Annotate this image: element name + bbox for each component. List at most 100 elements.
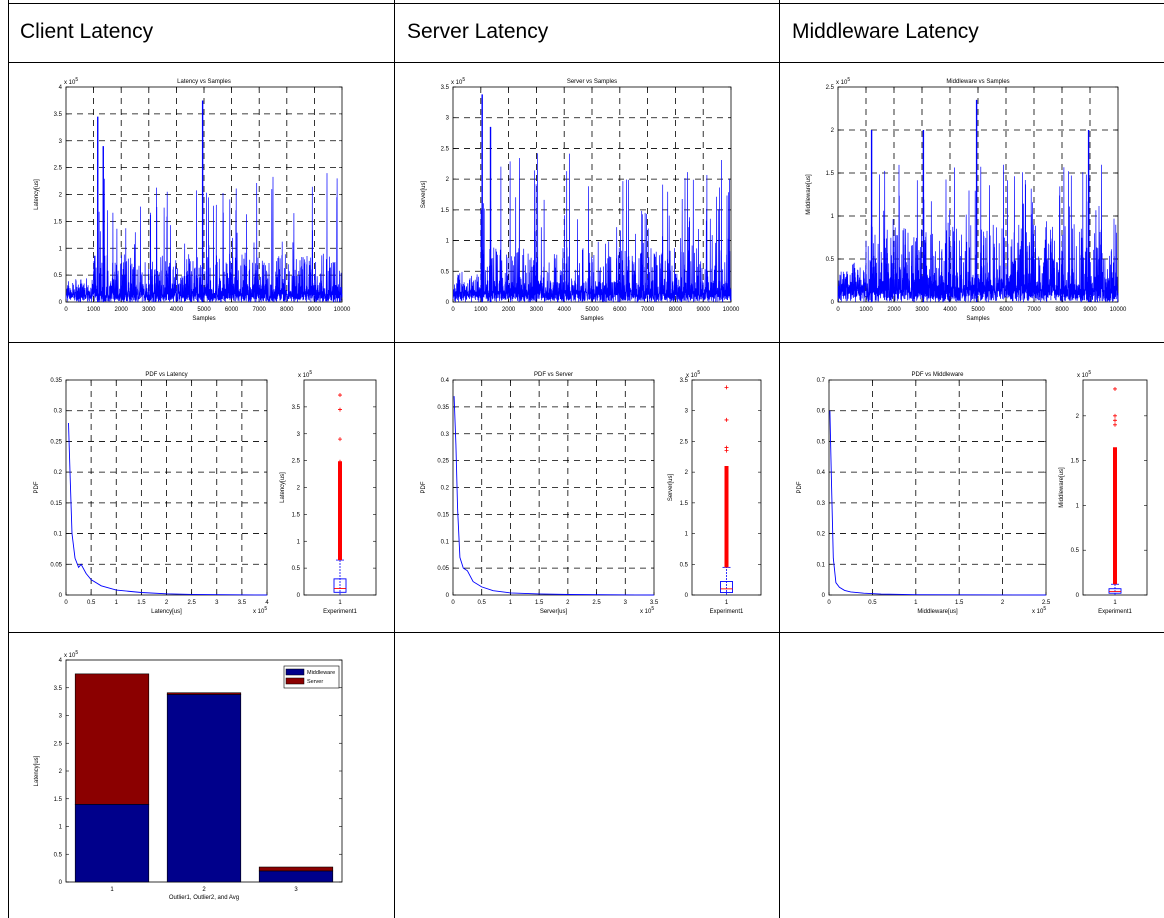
y-tick-label: 0 [59, 300, 63, 306]
x-tick-label: 10000 [723, 307, 740, 313]
y-tick-label: 0 [59, 880, 63, 886]
y-exponent-label: x 105 [64, 77, 78, 86]
chart-server-ts: 0 0.5 1 1.5 2 2.5 3 3.5 0 1000 2000 3000 4000 5000 600… [421, 77, 740, 322]
y-tick-label: 0 [297, 593, 301, 599]
y-tick-label: 0.7 [817, 378, 826, 384]
box-outlier [338, 437, 342, 442]
y-tick-label: 1 [446, 239, 450, 245]
y-tick-label: 1 [59, 825, 63, 831]
x-tick-label: 8000 [280, 307, 294, 313]
y-tick-label: 0.5 [826, 257, 835, 263]
y-tick-label: 3 [297, 432, 301, 438]
x-tick-label: 4000 [170, 307, 184, 313]
x-tick-label: 2000 [887, 307, 901, 313]
x-tick-label: 0.5 [87, 600, 96, 606]
x-tick-label: 6000 [613, 307, 627, 313]
y-axis-label: Latency[us] [34, 755, 40, 786]
y-tick-label: 2.5 [826, 85, 835, 91]
y-exponent-label: x 105 [451, 77, 465, 86]
table-border-row1 [8, 342, 1164, 343]
plot-area [65, 379, 268, 596]
chart-title: Latency vs Samples [177, 79, 231, 85]
y-tick-label: 0.15 [437, 512, 449, 518]
y-tick-label: 3.5 [441, 85, 450, 91]
y-tick-label: 4 [59, 85, 63, 91]
x-tick-label: 4 [265, 600, 269, 606]
x-tick-label: 5000 [971, 307, 985, 313]
y-tick-label: 1.5 [1071, 459, 1080, 465]
y-exponent-label: x 105 [64, 650, 78, 659]
y-axis-label: Server[us] [668, 473, 674, 501]
x-axis-label: Server[us] [540, 609, 568, 615]
y-tick-label: 1.5 [441, 208, 450, 214]
bar-server-3 [258, 866, 334, 872]
chart-middleware-ts: 0 0.5 1 1.5 2 2.5 0 1000 2000 3000 4000 5000 6000 700… [806, 77, 1127, 322]
x-tick-label: 6000 [999, 307, 1013, 313]
x-tick-label: 1 [110, 887, 114, 893]
x-tick-label: 0 [836, 307, 840, 313]
x-axis-label: Samples [580, 316, 603, 322]
x-tick-label: 2 [202, 887, 206, 893]
x-axis-label: Latency[us] [151, 609, 182, 615]
y-tick-label: 2 [59, 193, 63, 199]
x-tick-label: 2 [566, 600, 570, 606]
y-tick-label: 1.5 [54, 219, 63, 225]
x-tick-label: 1000 [859, 307, 873, 313]
box-outlier [1113, 386, 1117, 391]
x-tick-label: 1 [914, 600, 918, 606]
y-tick-label: 0 [446, 300, 450, 306]
y-tick-label: 1.5 [680, 501, 689, 507]
y-tick-label: 0 [822, 593, 826, 599]
y-tick-label: 2 [1076, 414, 1080, 420]
box-outlier [338, 407, 342, 412]
chart-client-pdf: 0 0.05 0.1 0.15 0.2 0.25 0.3 0.35 0 0.5 1 1.5 2 2.5 3 3… [34, 372, 269, 615]
column-title-server: Server Latency [407, 20, 549, 43]
y-axis-label: Server[us] [421, 180, 427, 208]
y-tick-label: 0.35 [50, 378, 62, 384]
box-outlier [1113, 422, 1117, 427]
x-tick-label: 1 [509, 600, 513, 606]
pdf-line [453, 396, 655, 596]
y-tick-label: 0.3 [441, 432, 450, 438]
y-tick-label: 1 [685, 532, 689, 538]
y-exponent-label: x 105 [836, 77, 850, 86]
y-exponent-label: x 105 [298, 370, 312, 379]
x-tick-label: 9000 [697, 307, 711, 313]
box-outlier [1113, 413, 1117, 418]
x-tick-label: 8000 [669, 307, 683, 313]
x-tick-label: 8000 [1055, 307, 1069, 313]
y-tick-label: 3.5 [680, 378, 689, 384]
y-tick-label: 3.5 [292, 405, 301, 411]
y-tick-label: 2 [446, 177, 450, 183]
y-tick-label: 1 [59, 246, 63, 252]
y-tick-label: 0.2 [817, 532, 826, 538]
y-tick-label: 2.5 [441, 146, 450, 152]
x-axis-label: Samples [192, 316, 215, 322]
table-border-row2 [8, 632, 1164, 633]
chart-server-box: 0 0.5 1 1.5 2 2.5 3 3.5x 105 1 Experiment1 Server[… [668, 370, 762, 615]
x-category-label: Experiment1 [1098, 609, 1132, 615]
y-axis-label: Latency[us] [34, 179, 40, 210]
x-tick-label: 3.5 [238, 600, 247, 606]
chart-middleware-pdf: 0 0.1 0.2 0.3 0.4 0.5 0.6 0.7 0 0.5 1 1.5 2 2.5 PDF vs… [797, 372, 1051, 615]
x-axis-label: Samples [966, 316, 989, 322]
x-tick-label: 2.5 [1042, 600, 1051, 606]
chart-server-pdf: 0 0.05 0.1 0.15 0.2 0.25 0.3 0.35 0.4 0 0.5 1 1.5 2 2.… [421, 372, 659, 615]
pdf-line [829, 410, 1047, 596]
x-category-label: Experiment1 [710, 609, 744, 615]
box-outlier [338, 555, 342, 560]
y-tick-label: 0.3 [54, 409, 63, 415]
x-tick-label: 1 [338, 600, 342, 606]
x-tick-label: 9000 [1083, 307, 1097, 313]
x-tick-label: 10000 [1110, 307, 1127, 313]
x-tick-label: 0 [64, 307, 68, 313]
x-tick-label: 4000 [943, 307, 957, 313]
x-tick-label: 2000 [115, 307, 129, 313]
y-tick-label: 1.5 [826, 171, 835, 177]
y-tick-label: 0.5 [54, 273, 63, 279]
box-outlier [724, 448, 729, 453]
y-tick-label: 3.5 [54, 686, 63, 692]
y-tick-label: 0.2 [54, 470, 63, 476]
column-title-client: Client Latency [20, 20, 154, 43]
y-tick-label: 0.5 [292, 566, 301, 572]
